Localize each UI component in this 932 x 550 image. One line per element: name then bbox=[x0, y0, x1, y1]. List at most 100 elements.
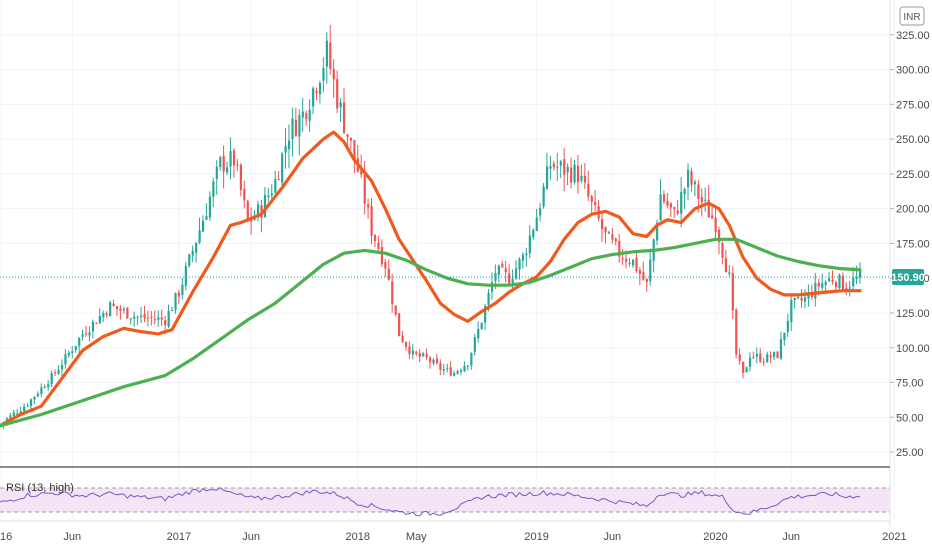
candle-body bbox=[146, 317, 150, 319]
candle-body bbox=[174, 292, 177, 310]
candle-body bbox=[566, 166, 569, 173]
candle-body bbox=[95, 322, 98, 324]
candle-body bbox=[793, 297, 796, 301]
candle-body bbox=[215, 166, 218, 179]
candle-body bbox=[164, 319, 167, 326]
last-price-label: 150.90 bbox=[891, 272, 925, 284]
candle-body bbox=[817, 282, 820, 287]
candle-body bbox=[724, 258, 728, 273]
price-axis[interactable]: 25.0050.0075.00100.00125.00150.00175.002… bbox=[890, 30, 930, 459]
candle-body bbox=[236, 164, 239, 166]
candle-body bbox=[78, 337, 81, 347]
candle-body bbox=[580, 175, 583, 181]
candle-body bbox=[384, 262, 387, 269]
candle-body bbox=[391, 281, 394, 305]
y-tick-label: 50.00 bbox=[896, 412, 924, 424]
currency-badge[interactable]: INR bbox=[899, 6, 925, 26]
candle-body bbox=[363, 175, 366, 204]
candle-body bbox=[501, 263, 504, 268]
candle-body bbox=[329, 42, 332, 69]
candle-body bbox=[322, 67, 325, 81]
candle-body bbox=[219, 157, 222, 168]
candle-body bbox=[81, 334, 84, 337]
candle-body bbox=[102, 313, 105, 318]
candle-body bbox=[728, 272, 731, 274]
candle-body bbox=[859, 270, 862, 278]
candle-body bbox=[790, 300, 793, 323]
candle-body bbox=[752, 356, 755, 358]
candle-body bbox=[9, 415, 12, 420]
candle-body bbox=[838, 274, 841, 288]
candle-body bbox=[845, 287, 848, 290]
candle-body bbox=[697, 184, 700, 199]
y-tick-label: 100.00 bbox=[896, 343, 930, 355]
candle-body bbox=[336, 79, 339, 109]
candle-body bbox=[707, 199, 710, 218]
candle-body bbox=[167, 310, 170, 327]
moving-averages bbox=[0, 130, 862, 428]
candle-body bbox=[229, 151, 232, 167]
candle-body bbox=[26, 405, 29, 407]
candle-body bbox=[346, 134, 349, 137]
candle-body bbox=[525, 253, 528, 256]
candle-body bbox=[181, 284, 184, 296]
candle-body bbox=[484, 306, 487, 323]
y-tick-label: 325.00 bbox=[896, 30, 930, 42]
rsi-pane[interactable]: RSI (13, high) bbox=[0, 482, 890, 517]
candle-body bbox=[766, 354, 769, 363]
candle-body bbox=[515, 268, 518, 279]
candle-body bbox=[294, 119, 298, 136]
candle-body bbox=[680, 191, 683, 214]
candle-body bbox=[43, 386, 46, 388]
candle-body bbox=[160, 317, 163, 320]
candle-body bbox=[40, 387, 43, 394]
candle-body bbox=[418, 353, 421, 357]
candle-body bbox=[243, 188, 246, 201]
candle-body bbox=[625, 258, 628, 262]
candle-body bbox=[222, 155, 225, 172]
candle-body bbox=[759, 353, 762, 362]
y-tick-label: 225.00 bbox=[896, 169, 930, 181]
candle-body bbox=[57, 369, 60, 374]
x-tick-label: 2017 bbox=[167, 531, 191, 543]
candle-body bbox=[64, 354, 67, 365]
candle-body bbox=[281, 153, 284, 183]
candle-body bbox=[143, 314, 146, 319]
candle-body bbox=[394, 305, 397, 315]
candle-body bbox=[587, 183, 590, 197]
candle-body bbox=[755, 353, 758, 357]
candle-body bbox=[411, 350, 414, 355]
candle-body bbox=[267, 195, 270, 198]
candle-body bbox=[821, 283, 824, 288]
candle-body bbox=[676, 210, 679, 214]
candle-body bbox=[539, 208, 542, 216]
candle-body bbox=[693, 181, 697, 185]
candle-body bbox=[23, 406, 26, 412]
candle-body bbox=[325, 40, 328, 67]
candle-body bbox=[662, 194, 666, 202]
time-axis[interactable]: 2016 Jun 2017 Jun 2018 May 2019 Jun 2020 Jun 2021 bbox=[0, 531, 907, 543]
candle-body bbox=[590, 196, 593, 202]
candle-body bbox=[559, 161, 562, 166]
candle-body bbox=[380, 246, 384, 264]
candle-body bbox=[353, 140, 356, 160]
candle-body bbox=[287, 140, 291, 150]
candle-body bbox=[422, 353, 425, 356]
candle-body bbox=[198, 230, 201, 243]
x-tick-label: 2018 bbox=[346, 531, 370, 543]
candle-body bbox=[659, 194, 662, 221]
candle-body bbox=[91, 321, 95, 332]
candle-body bbox=[36, 393, 40, 397]
candle-body bbox=[50, 373, 53, 385]
candle-body bbox=[797, 297, 800, 299]
candle-body bbox=[277, 179, 280, 181]
rsi-indicator-label[interactable]: RSI (13, high) bbox=[6, 482, 74, 494]
candle-body bbox=[439, 362, 442, 370]
candle-body bbox=[119, 308, 122, 311]
candle-body bbox=[535, 217, 538, 232]
candle-body bbox=[618, 240, 621, 257]
candle-body bbox=[12, 412, 15, 416]
candle-body bbox=[112, 303, 115, 306]
candle-body bbox=[425, 353, 428, 358]
